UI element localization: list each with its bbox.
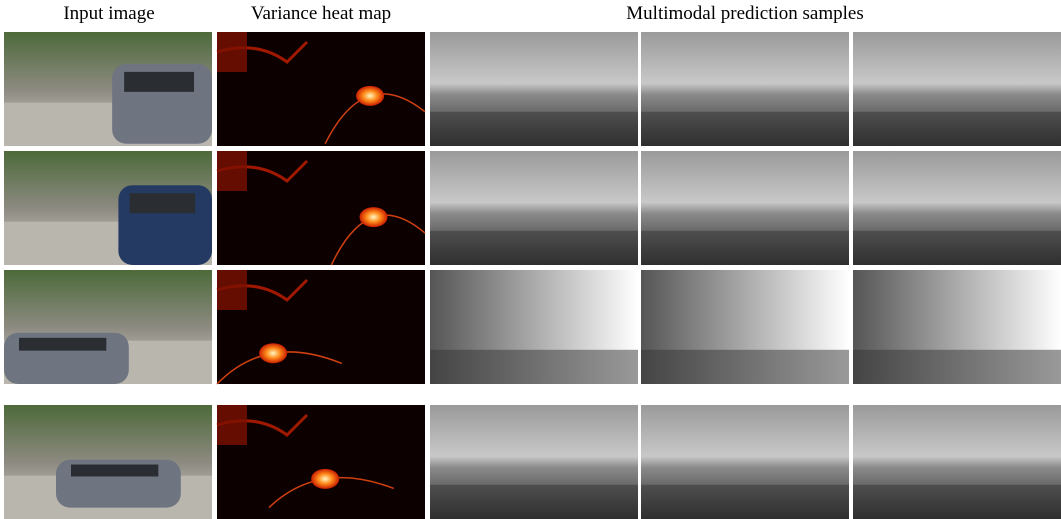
car-window (130, 193, 196, 213)
image-panel (853, 405, 1061, 519)
image-panel (4, 32, 212, 146)
heat-blob (360, 207, 388, 227)
heat-top (217, 270, 247, 310)
column-title: Variance heat map (251, 3, 391, 24)
depth-near (853, 350, 1061, 384)
heat-blob (311, 469, 339, 489)
depth-near (430, 350, 638, 384)
depth-near (853, 485, 1061, 519)
image-panel (4, 405, 212, 519)
car-window (71, 465, 158, 477)
depth-near (853, 231, 1061, 265)
image-panel (217, 32, 425, 146)
depth-near (853, 112, 1061, 146)
column-title: Multimodal prediction samples (626, 3, 863, 24)
image-panel (4, 151, 212, 265)
depth-near (641, 485, 849, 519)
image-grid (4, 32, 1061, 519)
car-window (19, 338, 106, 351)
depth-near (641, 112, 849, 146)
image-panel (853, 151, 1061, 265)
heat-blob (259, 343, 287, 363)
depth-near (430, 112, 638, 146)
image-panel (217, 405, 425, 519)
heat-top (217, 405, 247, 445)
figure: Input image Variance heat map Multimodal… (0, 0, 1061, 519)
image-panel (4, 270, 212, 384)
car-window (124, 72, 194, 92)
depth-near (641, 350, 849, 384)
depth-near (430, 231, 638, 265)
image-panel (853, 270, 1061, 384)
image-panel (217, 151, 425, 265)
image-panel (853, 32, 1061, 146)
heat-top (217, 32, 247, 72)
depth-near (430, 485, 638, 519)
depth-near (641, 231, 849, 265)
heat-blob (356, 86, 384, 106)
image-panel (217, 270, 425, 384)
heat-top (217, 151, 247, 191)
column-title: Input image (63, 3, 154, 24)
